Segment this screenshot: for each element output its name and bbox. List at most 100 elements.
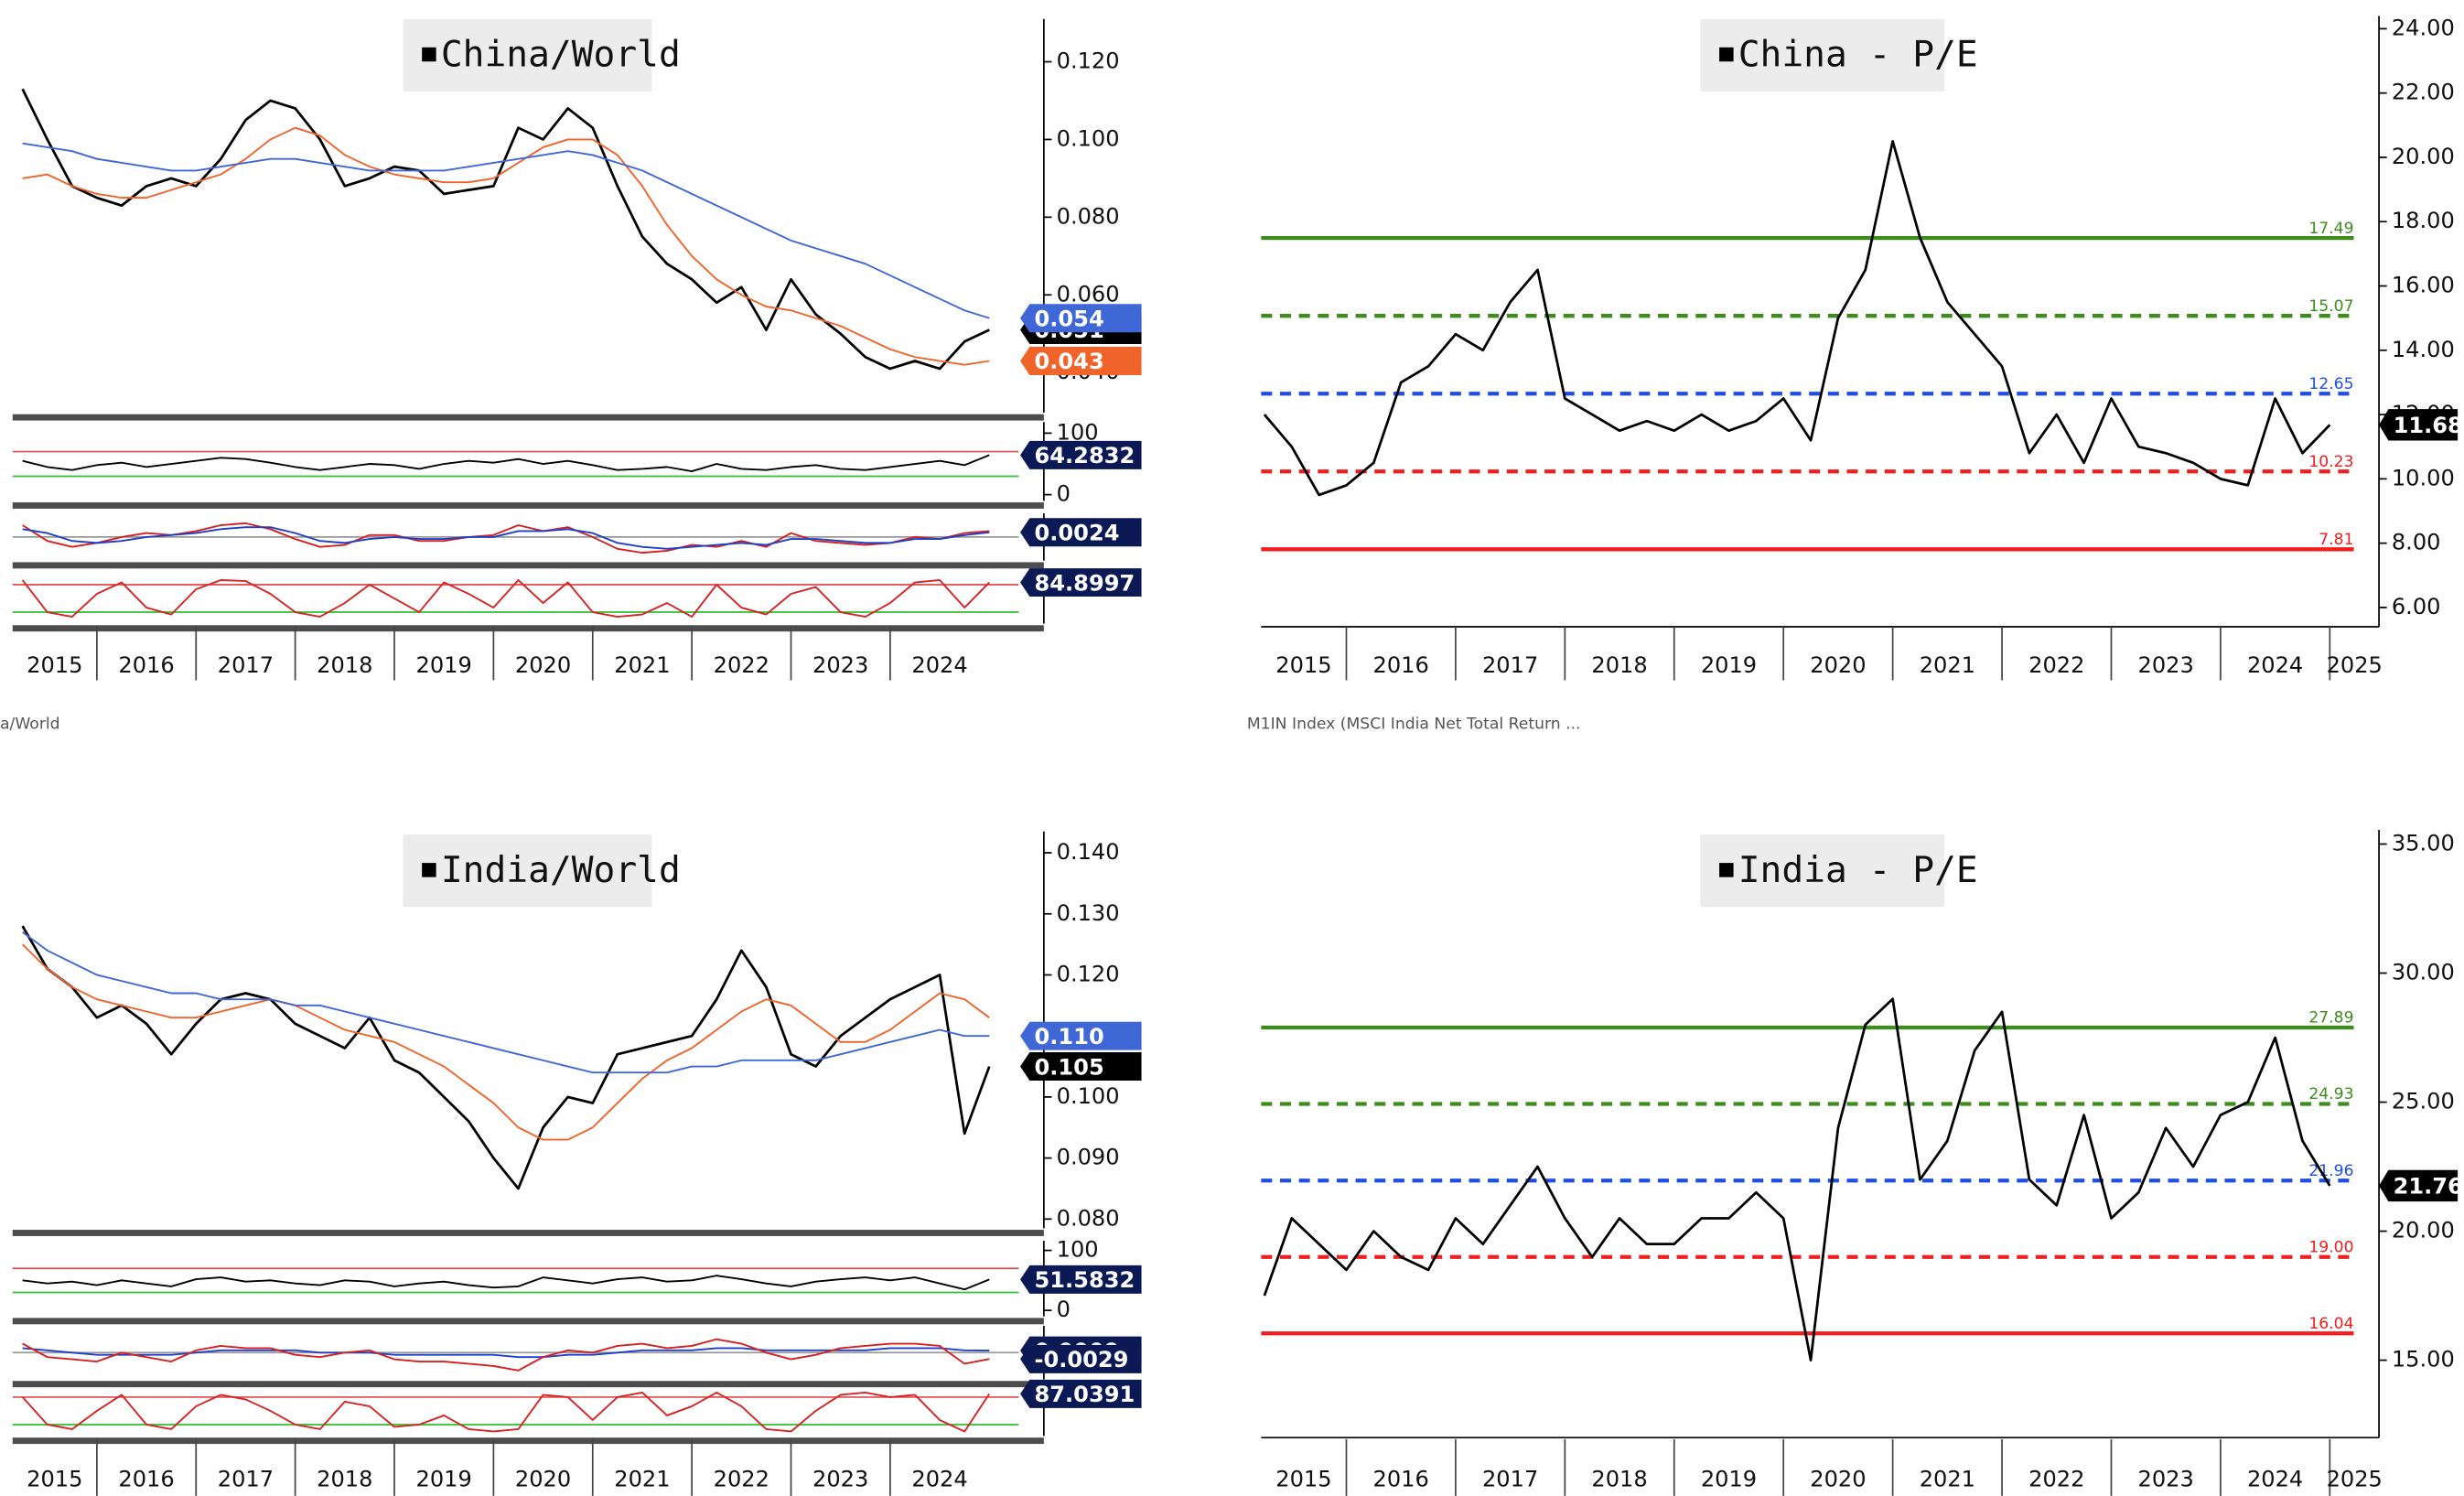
value-badge-label: 0.0024 <box>1035 520 1120 545</box>
x-tick-label: 2020 <box>515 1467 571 1492</box>
y-tick-label: 20.00 <box>2392 144 2455 169</box>
value-badge <box>1020 1344 1142 1373</box>
y-tick-label: 30.00 <box>2392 960 2455 985</box>
value-badge-label: 0.105 <box>1035 1054 1104 1080</box>
legend-box <box>403 834 652 908</box>
y-tick-label: 35.00 <box>2392 830 2455 856</box>
y-tick-label: 0.100 <box>1057 1083 1120 1109</box>
series-line <box>21 1391 991 1433</box>
reference-label: 12.65 <box>2308 375 2353 393</box>
legend-label: India/World <box>441 849 681 891</box>
value-badge <box>1020 1265 1142 1294</box>
y-tick-label: 0.080 <box>1057 203 1120 229</box>
reference-label: 10.23 <box>2308 453 2353 471</box>
panel-separator <box>12 414 1044 421</box>
x-tick-label: 2024 <box>911 652 967 678</box>
y-tick-label: 0.140 <box>1057 839 1120 865</box>
value-badge <box>1020 440 1142 469</box>
y-tick-label: 0.120 <box>1057 48 1120 73</box>
panel-separator <box>12 625 1044 632</box>
x-tick-label: 2019 <box>1701 1467 1757 1492</box>
x-tick-label: 2017 <box>218 1467 274 1492</box>
y-tick-label: 22.00 <box>2392 80 2455 105</box>
x-tick-label: 2019 <box>1701 652 1757 678</box>
legend-marker <box>1719 47 1734 62</box>
value-badge <box>1020 1021 1142 1050</box>
x-tick-label: 2023 <box>812 652 868 678</box>
y-tick-label: 24.00 <box>2392 15 2455 40</box>
y-tick-label: 0.130 <box>1057 900 1120 926</box>
y-tick-label: 16.00 <box>2392 273 2455 298</box>
series-line <box>22 142 990 319</box>
x-tick-label: 2020 <box>1810 1467 1866 1492</box>
y-tick-label: 20.00 <box>2392 1218 2455 1243</box>
x-tick-label: 2016 <box>1373 652 1429 678</box>
y-tick-label: 0.080 <box>1057 1205 1120 1231</box>
x-tick-label: 2015 <box>1275 1467 1331 1492</box>
series-line <box>21 579 990 619</box>
legend-label: India - P/E <box>1738 849 1978 891</box>
value-badge-label: 21.76 <box>2394 1174 2463 1200</box>
x-tick-label: 2020 <box>1810 652 1866 678</box>
x-tick-label: 2022 <box>714 1467 769 1492</box>
value-badge <box>1020 304 1142 333</box>
x-tick-label: 2019 <box>416 652 472 678</box>
series-line <box>22 1275 990 1291</box>
x-tick-label: 2024 <box>2247 652 2303 678</box>
reference-label: 21.96 <box>2308 1162 2353 1180</box>
x-tick-label: 2021 <box>614 1467 670 1492</box>
legend-marker <box>422 863 436 877</box>
value-badge-label: 51.5832 <box>1035 1267 1135 1293</box>
series-line <box>22 126 990 366</box>
value-badge <box>1020 347 1142 375</box>
y-tick-label: 25.00 <box>2392 1089 2455 1114</box>
x-tick-label: 2015 <box>1275 652 1331 678</box>
x-tick-label: 2025 <box>2327 1467 2383 1492</box>
series-line <box>21 925 991 1190</box>
series-line <box>22 454 990 473</box>
y-tick-label: 14.00 <box>2392 337 2455 362</box>
y-tick-label: 0.090 <box>1057 1145 1120 1170</box>
x-tick-label: 2019 <box>416 1467 472 1492</box>
y-tick-label: 10.00 <box>2392 465 2455 490</box>
x-tick-label: 2015 <box>27 1467 82 1492</box>
x-tick-label: 2021 <box>1920 1467 1975 1492</box>
reference-label: 24.93 <box>2308 1085 2353 1103</box>
value-badge <box>2379 1169 2459 1202</box>
reference-label: 19.00 <box>2308 1238 2353 1256</box>
y-tick-label: 0.100 <box>1057 125 1120 151</box>
x-tick-label: 2017 <box>1482 1467 1538 1492</box>
y-tick-label: 6.00 <box>2392 594 2441 619</box>
series-line <box>22 1338 990 1372</box>
reference-label: 27.89 <box>2308 1009 2353 1028</box>
value-badge <box>1020 1052 1142 1082</box>
series-line <box>22 526 990 550</box>
reference-label: 16.04 <box>2308 1315 2353 1333</box>
legend-box <box>1700 834 1945 908</box>
x-tick-label: 2022 <box>714 652 769 678</box>
x-tick-label: 2018 <box>1591 652 1647 678</box>
y-tick-label: 0 <box>1057 1297 1071 1322</box>
x-tick-label: 2023 <box>812 1467 868 1492</box>
x-tick-label: 2020 <box>515 652 571 678</box>
value-badge-label: -0.0029 <box>1035 1347 1129 1372</box>
value-badge-label: 64.2832 <box>1035 443 1135 468</box>
x-tick-label: 2018 <box>1591 1467 1647 1492</box>
x-tick-label: 2024 <box>2247 1467 2303 1492</box>
x-tick-label: 2024 <box>911 1467 967 1492</box>
reference-label: 15.07 <box>2308 297 2353 316</box>
x-tick-label: 2021 <box>1920 652 1975 678</box>
y-tick-label: 100 <box>1057 419 1099 445</box>
legend-box <box>403 18 652 91</box>
x-tick-label: 2016 <box>118 652 174 678</box>
y-tick-label: 0 <box>1057 481 1071 507</box>
caption: a/World <box>0 716 60 734</box>
legend-label: China/World <box>441 34 681 76</box>
x-tick-label: 2018 <box>317 1467 372 1492</box>
y-tick-label: 0.120 <box>1057 961 1120 986</box>
x-tick-label: 2017 <box>218 652 274 678</box>
x-tick-label: 2023 <box>2138 1467 2194 1492</box>
series-line <box>22 522 990 554</box>
